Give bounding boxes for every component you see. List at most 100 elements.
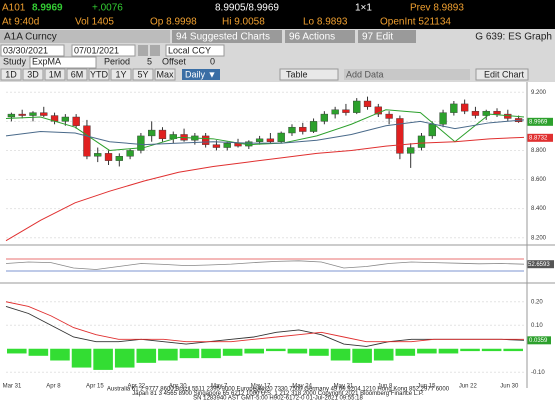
macd-bar [287, 348, 308, 354]
rsi-marker-bg [527, 260, 554, 269]
study-box[interactable] [29, 56, 97, 69]
forward-button[interactable] [150, 45, 160, 56]
suggested: 94 Suggested Charts [176, 32, 270, 43]
candle-body [331, 109, 339, 115]
period-button[interactable] [110, 68, 132, 81]
candle-body [396, 118, 404, 154]
frequency-button[interactable] [182, 69, 220, 80]
ticker: A101 [2, 3, 26, 14]
macd-bar [50, 348, 70, 361]
start-date-box[interactable] [0, 44, 65, 57]
candle-body [288, 126, 296, 134]
y-tick-label: 9.200 [531, 90, 547, 96]
year-label: 2021 [254, 389, 268, 395]
volume: Vol 1405 [75, 17, 114, 28]
period-label: 1Y [115, 69, 126, 79]
x-tick-label: Apr 30 [169, 384, 187, 390]
y-tick-label: 8.200 [531, 235, 547, 241]
period-label: Max [156, 69, 174, 79]
period-label: 1D [5, 69, 17, 79]
period-button[interactable] [22, 68, 44, 81]
candle-body [277, 132, 285, 142]
period-button[interactable] [66, 68, 88, 81]
footer-line: Australia 61 2 9777 8600 Brazil 5511 239… [107, 387, 450, 393]
end-date: 07/01/2021 [74, 45, 119, 55]
chart-area [0, 82, 555, 400]
macd-bar [136, 348, 157, 363]
currency-box[interactable] [165, 44, 225, 57]
high: Hi 9.0058 [222, 17, 265, 28]
period-label: 1M [49, 69, 62, 79]
period-button[interactable] [88, 68, 110, 81]
y-tick-label: 8.800 [531, 148, 547, 154]
x-tick-label: May 17 [251, 384, 271, 390]
period-button[interactable] [132, 68, 154, 81]
macd-bar [503, 348, 523, 352]
candle-body [104, 153, 113, 161]
x-tick-label: Apr 22 [127, 384, 145, 390]
y-tick-label: 0.10 [531, 323, 543, 329]
candle-body [115, 156, 123, 161]
back-button[interactable] [138, 45, 148, 56]
candle-body [72, 116, 80, 126]
macd-bar [330, 348, 351, 361]
candle-body [223, 142, 231, 148]
edit-button[interactable] [358, 30, 416, 43]
candle-body [126, 150, 134, 157]
offset-label: Offset [162, 56, 186, 66]
footer-line: SN 1283940 AST GMT-5:00 H902-6172-0 01-J… [193, 396, 363, 400]
end-date-box[interactable] [71, 44, 136, 57]
period-button[interactable] [0, 68, 22, 81]
x-tick-label: May 7 [211, 384, 228, 390]
start-date: 03/30/2021 [3, 45, 48, 55]
graph-id: G 639: ES Graph [475, 32, 552, 43]
candle-body [482, 110, 490, 116]
period: 5 [147, 56, 152, 66]
suggested-button[interactable] [172, 30, 282, 43]
candle-body [266, 138, 275, 142]
y-tick-label: -0.10 [531, 370, 545, 376]
candle-body [407, 147, 415, 154]
x-tick-label: Apr 15 [86, 384, 104, 390]
footer-line: Japan 81 3 4565 8900 Singapore 65 6212 1… [132, 391, 424, 397]
rsi-marker: 52.6593 [528, 262, 550, 268]
candle-body [40, 112, 48, 116]
open-interest: OpenInt 521134 [380, 17, 451, 28]
table-button[interactable] [279, 68, 339, 81]
edit-chart-button[interactable] [475, 68, 529, 81]
macd-bar [395, 348, 416, 356]
study-label: Study [3, 56, 27, 66]
red-marker-bg [527, 133, 553, 142]
change: +.0076 [92, 3, 123, 14]
actions-button[interactable] [285, 30, 355, 43]
actions: 96 Actions [289, 32, 335, 43]
candle-body [439, 112, 447, 125]
x-tick-label: Jun 30 [500, 384, 519, 390]
macd-bar [93, 348, 113, 370]
price-marker: 8.9969 [529, 119, 548, 125]
macd-marker-bg [527, 336, 551, 345]
period-button[interactable] [44, 68, 66, 81]
period-label: YTD [90, 69, 109, 79]
period-button[interactable] [154, 68, 176, 81]
candle-body [363, 100, 372, 108]
macd-bar [373, 348, 394, 361]
moving-average [5, 109, 525, 151]
x-tick-label: Jun 15 [417, 384, 436, 390]
candle-body [353, 100, 361, 113]
candle-body [212, 144, 221, 148]
candle-body [428, 124, 436, 137]
candle-body [299, 126, 307, 132]
price: 8.9969 [32, 3, 63, 14]
candle-body [471, 110, 480, 116]
period-label: 6M [71, 69, 84, 79]
macd-bar [244, 348, 264, 354]
x-tick-label: May 31 [334, 384, 354, 390]
candle-body [61, 116, 70, 122]
table: Table [286, 69, 308, 79]
security-box[interactable] [0, 30, 170, 43]
add-data-box[interactable] [344, 69, 470, 80]
currency: Local CCY [168, 45, 211, 55]
macd-bar [179, 348, 200, 359]
